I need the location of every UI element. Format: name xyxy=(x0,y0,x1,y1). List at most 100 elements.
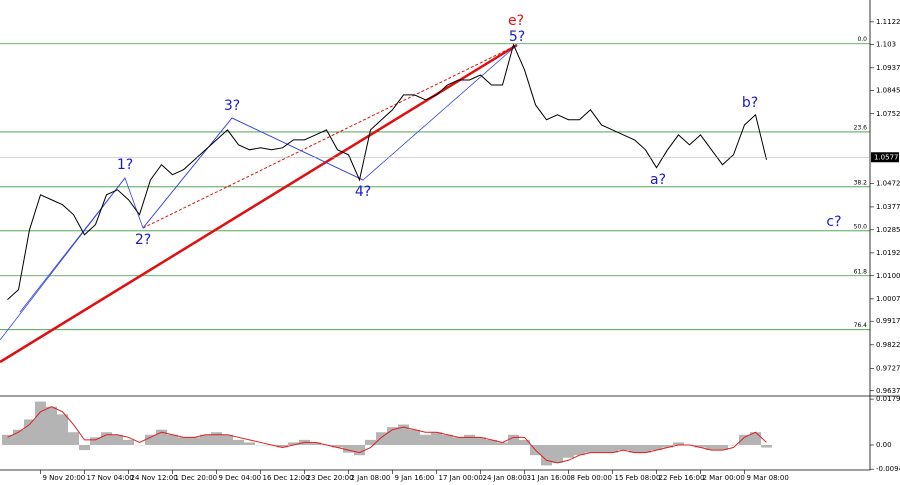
histogram-bar xyxy=(519,439,530,445)
y-tick-label: 1.0752 xyxy=(876,110,900,118)
wave-line xyxy=(19,177,126,313)
histogram-bar xyxy=(35,401,46,445)
x-tick-label: 24 Nov 12:00 xyxy=(131,474,178,482)
histogram-bar xyxy=(585,444,596,453)
wave-label: 2? xyxy=(135,232,151,248)
histogram-bar xyxy=(662,444,673,448)
wave-label: 1? xyxy=(117,157,133,173)
x-tick-label: 24 Jan 08:00 xyxy=(483,474,527,482)
histogram-bar xyxy=(68,432,79,445)
y-tick-label: -0.00948 xyxy=(876,465,900,473)
x-tick-label: 9 Mar 08:00 xyxy=(747,474,789,482)
y-tick-label: 1.0937 xyxy=(876,64,900,72)
x-tick-label: 31 Jan 16:00 xyxy=(527,474,571,482)
histogram-bar xyxy=(761,444,772,448)
wave-label: 5? xyxy=(509,29,525,45)
histogram-bar xyxy=(354,444,365,456)
fib-label: 61.8 xyxy=(854,268,868,275)
histogram-bar xyxy=(651,444,662,451)
histogram-bar xyxy=(607,444,618,453)
histogram-bar xyxy=(541,444,552,466)
y-tick-label: 0.9727 xyxy=(876,364,900,372)
histogram-bar xyxy=(409,429,420,445)
histogram-bar xyxy=(46,406,57,445)
y-tick-label: 0.9637 xyxy=(876,387,900,395)
fib-label: 23.6 xyxy=(854,124,868,131)
fib-label: 38.2 xyxy=(854,179,868,186)
y-tick-label: 1.0100 xyxy=(876,272,900,280)
wave-label: e? xyxy=(508,13,524,29)
histogram-bar xyxy=(277,444,288,448)
histogram-bar xyxy=(365,439,376,445)
histogram-bar xyxy=(101,432,112,445)
x-tick-label: 2 Jan 08:00 xyxy=(351,474,391,482)
histogram-bar xyxy=(431,432,442,445)
wave-label: 3? xyxy=(224,98,240,114)
channel-line xyxy=(142,44,518,229)
x-tick-label: 9 Dec 04:00 xyxy=(219,474,262,482)
y-tick-label: 0.01797 xyxy=(876,395,900,403)
x-tick-label: 22 Feb 16:00 xyxy=(659,474,705,482)
histogram-bar xyxy=(464,434,475,445)
histogram-bar xyxy=(13,429,24,445)
x-tick-label: 9 Nov 20:00 xyxy=(43,474,86,482)
histogram-bar xyxy=(486,439,497,445)
histogram-bar xyxy=(574,444,585,456)
x-tick-label: 2 Mar 00:00 xyxy=(703,474,745,482)
histogram-bar xyxy=(453,437,464,445)
wave-label: 4? xyxy=(355,184,371,200)
x-tick-label: 23 Dec 20:00 xyxy=(307,474,354,482)
histogram-bar xyxy=(629,444,640,453)
histogram-bar xyxy=(189,437,200,445)
histogram-bar xyxy=(640,444,651,453)
fib-label: 50.0 xyxy=(854,223,868,230)
histogram-bar xyxy=(2,434,13,445)
y-tick-label: 1.0845 xyxy=(876,87,900,95)
histogram-bar xyxy=(563,444,574,458)
x-tick-label: 8 Feb 00:00 xyxy=(571,474,612,482)
y-tick-label: 0.00 xyxy=(876,441,892,449)
histogram-bar xyxy=(596,444,607,453)
histogram-bar xyxy=(145,434,156,445)
histogram-bar xyxy=(167,434,178,445)
histogram-bar xyxy=(310,442,321,445)
histogram-bar xyxy=(90,437,101,445)
histogram-bar xyxy=(233,439,244,445)
fib-label: 76.4 xyxy=(854,322,868,329)
current-price-box xyxy=(871,152,899,163)
x-tick-label: 1 Dec 20:00 xyxy=(175,474,218,482)
histogram-bar xyxy=(673,442,684,445)
histogram-bar xyxy=(475,437,486,445)
histogram-bar xyxy=(24,419,35,445)
y-tick-label: 1.1122 xyxy=(876,18,900,26)
price-line xyxy=(7,43,767,300)
histogram-bar xyxy=(79,444,90,451)
histogram-bar xyxy=(376,432,387,445)
histogram-bar xyxy=(497,442,508,445)
histogram-bar xyxy=(739,434,750,445)
histogram-bar xyxy=(706,444,717,451)
price-pane xyxy=(7,43,767,300)
histogram-bar xyxy=(695,444,706,448)
signal-line xyxy=(7,406,767,464)
x-tick-label: 17 Jan 00:00 xyxy=(439,474,483,482)
x-tick-label: 15 Feb 08:00 xyxy=(615,474,661,482)
y-tick-label: 1.0007 xyxy=(876,295,900,303)
histogram-bar xyxy=(343,444,354,453)
histogram-bar xyxy=(332,444,343,448)
histogram-bar xyxy=(508,434,519,445)
histogram-bar xyxy=(387,427,398,445)
histogram-bar xyxy=(57,414,68,445)
y-tick-label: 1.0472 xyxy=(876,179,900,187)
histogram-bar xyxy=(178,437,189,445)
histogram-bar xyxy=(222,434,233,445)
x-tick-label: 9 Jan 16:00 xyxy=(395,474,435,482)
fib-levels: 0.0 23.6 38.2 50.0 61.8 76.4 xyxy=(0,36,870,331)
y-tick-label: 0.9822 xyxy=(876,341,900,349)
histogram-bar xyxy=(211,432,222,445)
histogram-bar xyxy=(244,442,255,445)
y-tick-label: 1.103 xyxy=(876,41,896,49)
histogram-bar xyxy=(717,444,728,451)
